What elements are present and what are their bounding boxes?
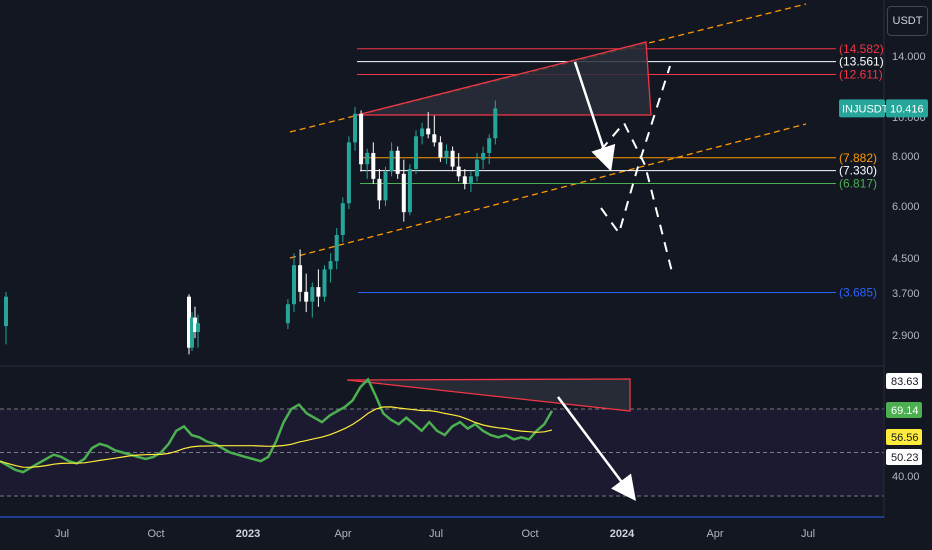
price-tick: 3.700 xyxy=(892,288,920,300)
candle-body xyxy=(420,128,425,137)
time-tick: Oct xyxy=(147,528,164,540)
candle-body xyxy=(298,265,303,292)
resistance-wedge xyxy=(356,41,652,116)
candle-body xyxy=(444,150,449,158)
price-tick: 6.000 xyxy=(892,201,920,213)
candle-body xyxy=(304,291,309,302)
candle-body xyxy=(468,176,473,184)
candle-body xyxy=(487,138,492,153)
level-label: (3.685) xyxy=(839,286,877,300)
time-tick: Jul xyxy=(801,528,815,540)
level-label: (6.817) xyxy=(839,177,877,191)
rsi-value-badge xyxy=(886,373,922,389)
candle-body xyxy=(328,261,333,270)
rsi-line xyxy=(0,377,554,474)
candle-body xyxy=(334,234,339,262)
candle-body xyxy=(383,171,388,201)
candle-body xyxy=(310,287,315,302)
projection-arrow-down xyxy=(573,61,616,172)
last-price: 10.416 xyxy=(890,103,924,115)
rsi-value: 83.63 xyxy=(891,376,919,388)
candle-body xyxy=(395,150,400,174)
projection-path-down xyxy=(600,121,673,273)
candle-body xyxy=(414,136,418,169)
level-label: (12.611) xyxy=(839,68,883,82)
rsi-value: 69.14 xyxy=(891,405,919,417)
time-tick: 2023 xyxy=(236,528,260,540)
candle-body xyxy=(190,317,194,348)
candle-body xyxy=(187,296,191,348)
candle-body xyxy=(292,265,296,305)
candle-body xyxy=(193,317,197,332)
candle-body xyxy=(353,113,357,143)
candle-body xyxy=(285,304,290,324)
candle-body xyxy=(462,176,467,184)
candle-body xyxy=(365,152,370,165)
candle-body xyxy=(456,166,461,177)
currency-button[interactable]: USDT xyxy=(887,6,928,36)
candle-body xyxy=(316,287,321,297)
candle-body xyxy=(340,203,345,235)
level-label: (7.882) xyxy=(839,151,877,165)
candles-layer xyxy=(4,100,498,355)
candle-body xyxy=(359,113,364,165)
rsi-value-badge xyxy=(886,402,922,418)
candle-body xyxy=(196,323,200,332)
time-tick: Oct xyxy=(521,528,538,540)
price-tick: 2.900 xyxy=(892,330,920,342)
candle-body xyxy=(4,296,8,327)
candle-body xyxy=(389,150,394,172)
candle-body xyxy=(450,150,455,167)
symbol-label: INJUSDT xyxy=(842,103,889,115)
time-tick: Apr xyxy=(334,528,351,540)
rsi-projection-arrow xyxy=(557,396,636,501)
time-tick: 2024 xyxy=(610,528,635,540)
level-label: (13.561) xyxy=(839,55,884,69)
candle-body xyxy=(426,128,431,135)
rsi-value: 50.23 xyxy=(891,452,919,464)
last-price-badge xyxy=(886,99,928,118)
candle-body xyxy=(407,168,412,213)
rsi-tick: 40.00 xyxy=(892,471,920,483)
candle-body xyxy=(481,152,486,160)
rsi-value: 56.56 xyxy=(891,432,919,444)
rsi-divergence-wedge xyxy=(346,378,631,412)
level-label: (7.330) xyxy=(839,164,877,178)
symbol-badge xyxy=(839,99,885,118)
candle-body xyxy=(432,134,437,143)
price-tick: 8.000 xyxy=(892,151,920,163)
candle-body xyxy=(346,142,351,204)
level-label: (14.582) xyxy=(839,42,884,56)
time-tick: Jul xyxy=(429,528,443,540)
channel-lower-line xyxy=(289,123,807,259)
price-tick: 14.000 xyxy=(892,51,926,63)
rsi-value-badge xyxy=(886,429,922,445)
time-tick: Jul xyxy=(55,528,69,540)
candle-body xyxy=(377,178,382,201)
price-tick: 4.500 xyxy=(892,253,920,265)
time-tick: Apr xyxy=(706,528,723,540)
candle-body xyxy=(493,108,498,139)
rsi-value-badge xyxy=(886,449,922,465)
candle-body xyxy=(371,152,376,179)
candle-body xyxy=(438,142,443,158)
candle-body xyxy=(322,269,327,297)
rsi-pane xyxy=(0,377,884,501)
projection-path-up xyxy=(600,65,671,236)
candle-body xyxy=(475,159,479,177)
candle-body xyxy=(401,173,406,213)
rsi-ma-line xyxy=(0,406,553,468)
